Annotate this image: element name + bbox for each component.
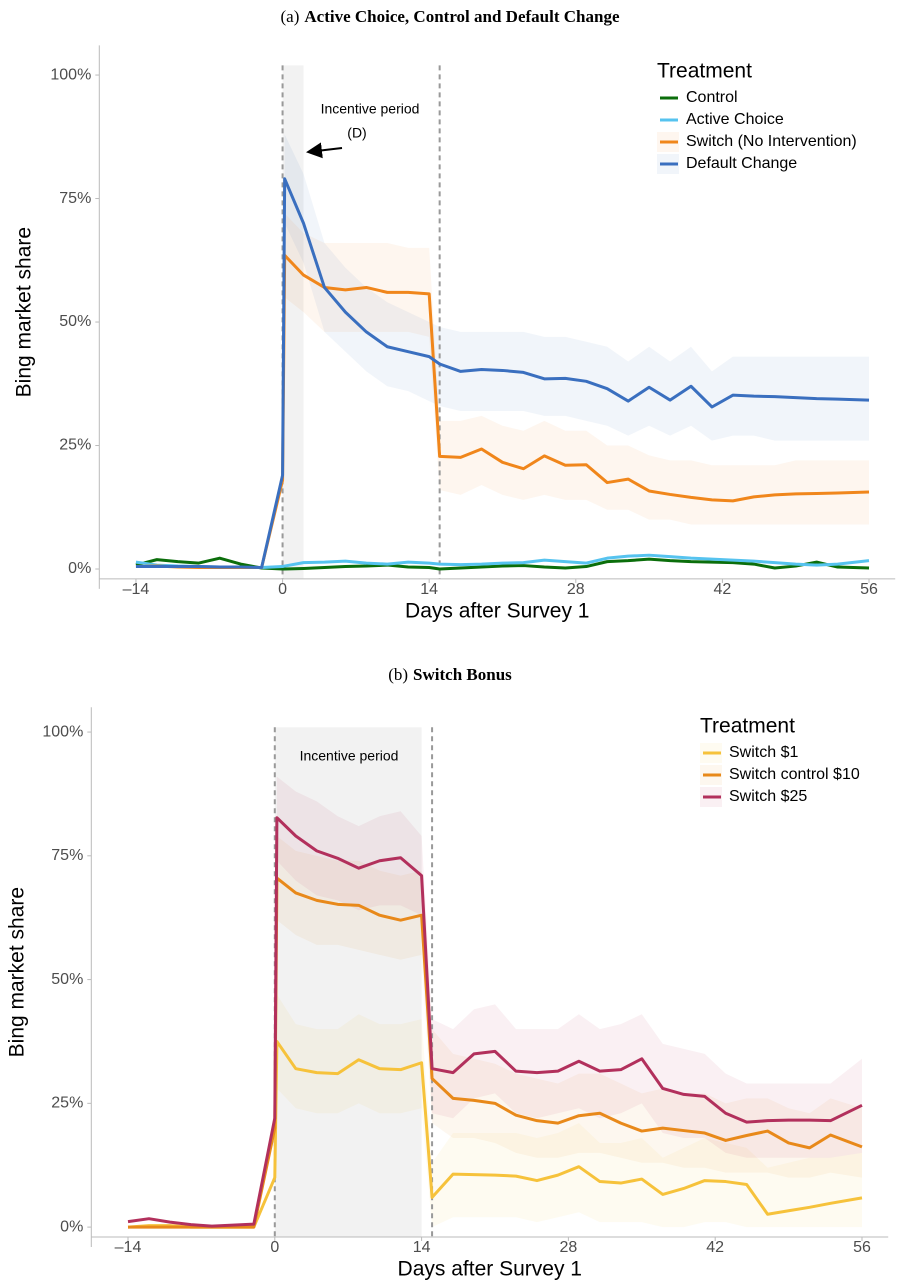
incentive-shading <box>274 727 422 1237</box>
y-tick-label: 25% <box>59 437 91 454</box>
annotation: (D) <box>347 125 366 141</box>
x-tick-label: 28 <box>567 581 585 598</box>
x-tick-label: 28 <box>559 1239 577 1256</box>
incentive-shading <box>282 65 304 579</box>
chart-title: (b) Switch Bonus <box>388 665 512 684</box>
legend-label: Switch (No Intervention) <box>686 133 857 150</box>
chart-title: (a) Active Choice, Control and Default Ch… <box>281 7 620 26</box>
title-text: Active Choice, Control and Default Chang… <box>304 7 620 26</box>
annotation: Incentive period <box>321 101 420 117</box>
x-tick-label: 0 <box>278 581 287 598</box>
legend-label: Active Choice <box>686 111 784 128</box>
confidence-band <box>284 213 870 525</box>
x-tick-label: 0 <box>270 1239 279 1256</box>
y-tick-label: 0% <box>68 560 91 577</box>
annotation: Incentive period <box>300 748 399 764</box>
legend-label: Control <box>686 89 738 106</box>
y-tick-label: 100% <box>42 723 83 740</box>
annotation-arrow <box>306 142 343 159</box>
y-tick-label: 75% <box>59 190 91 207</box>
title-text: Switch Bonus <box>413 665 512 684</box>
y-tick-label: 25% <box>51 1095 83 1112</box>
x-tick-label: 42 <box>714 581 732 598</box>
y-tick-label: 50% <box>59 313 91 330</box>
x-tick-label: 42 <box>706 1239 724 1256</box>
legend-label: Switch $25 <box>729 788 807 805</box>
confidence-band <box>284 134 870 441</box>
y-axis-label: Bing market share <box>13 227 36 397</box>
x-axis-label: Days after Survey 1 <box>398 1258 582 1281</box>
x-tick-label: –14 <box>115 1239 142 1256</box>
legend-label: Default Change <box>686 155 797 172</box>
legend-title: Treatment <box>657 60 752 83</box>
x-tick-label: 14 <box>420 581 438 598</box>
panel: (b) Switch Bonus 0% 25% 50% 75% 100% –14 0 14 28 42… <box>6 665 889 1281</box>
x-tick-label: 56 <box>860 581 878 598</box>
y-tick-label: 0% <box>60 1218 83 1235</box>
panel-label: (b) <box>388 665 408 684</box>
panel-label: (a) <box>281 7 300 26</box>
series-line <box>127 876 863 1229</box>
series-line <box>135 177 870 570</box>
legend-label: Switch $1 <box>729 744 798 761</box>
x-tick-label: 56 <box>853 1239 871 1256</box>
y-tick-label: 100% <box>50 66 91 83</box>
legend-title: Treatment <box>700 715 795 738</box>
confidence-band <box>276 776 862 1158</box>
panel: (a) Active Choice, Control and Default Ch… <box>13 7 896 623</box>
y-axis-label: Bing market share <box>6 887 29 1057</box>
y-tick-label: 75% <box>51 847 83 864</box>
y-tick-label: 50% <box>51 971 83 988</box>
confidence-band <box>276 994 862 1228</box>
legend-label: Switch control $10 <box>729 766 860 783</box>
x-tick-label: –14 <box>123 581 150 598</box>
series-line <box>127 816 863 1228</box>
x-axis-label: Days after Survey 1 <box>405 600 589 623</box>
x-tick-label: 14 <box>413 1239 431 1256</box>
